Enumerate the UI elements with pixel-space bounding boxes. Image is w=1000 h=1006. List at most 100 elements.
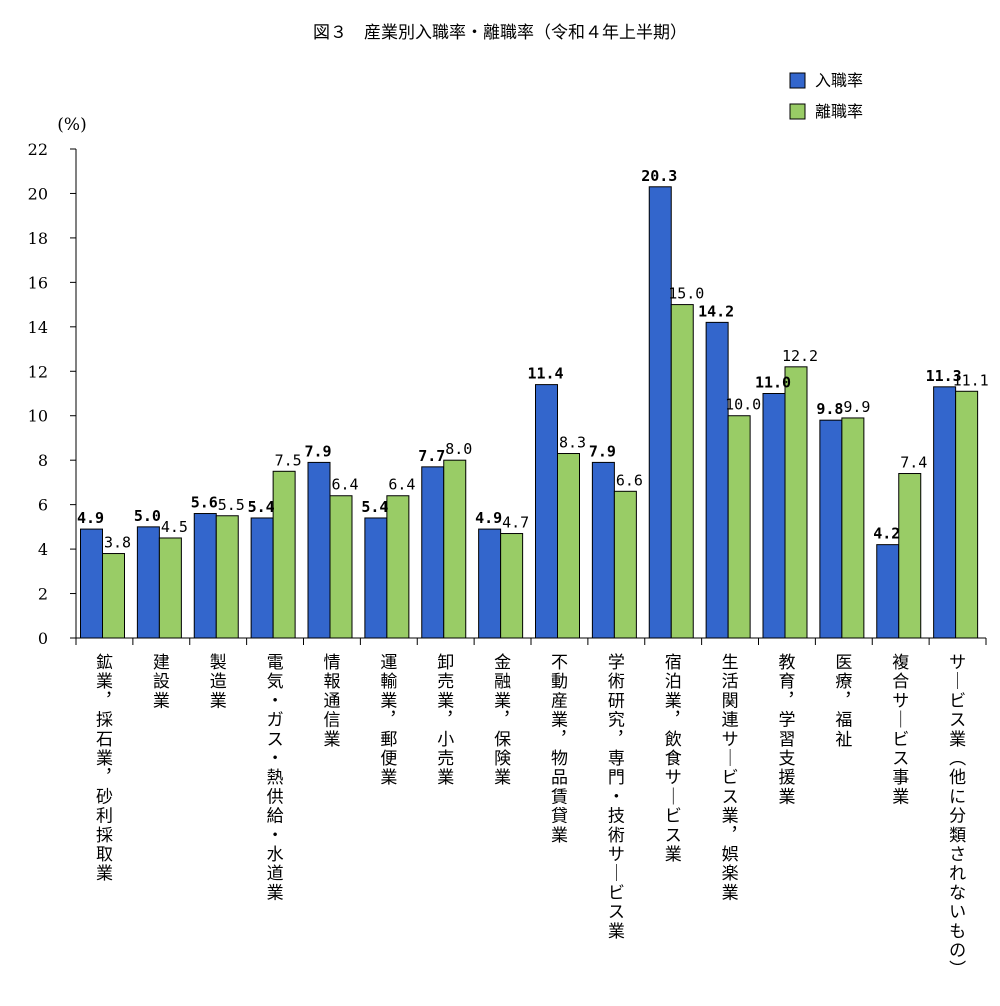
data-label-entry-rate: 4.9 xyxy=(475,509,502,527)
data-label-entry-rate: 7.9 xyxy=(589,442,616,460)
data-label-entry-rate: 11.4 xyxy=(527,365,563,383)
data-label-exit-rate: 3.8 xyxy=(104,534,131,552)
bar-exit-rate xyxy=(557,453,580,639)
x-category-label: 生活関連サ｜ビス業︐娯楽業 xyxy=(722,653,739,903)
x-category-label: 運輸業︐郵便業 xyxy=(380,653,397,788)
bar-exit-rate xyxy=(670,304,694,639)
x-category-label: 教育︐学習支援業 xyxy=(778,653,795,807)
x-category-text: 生活関連サ｜ビス業︐娯楽業 xyxy=(722,653,739,903)
data-label-exit-rate: 7.4 xyxy=(900,454,927,472)
x-category-label: 学術研究︐専門・技術サ｜ビス業 xyxy=(608,653,625,942)
y-tick-label: 16 xyxy=(28,273,48,292)
y-tick-label: 22 xyxy=(28,140,48,159)
data-label-entry-rate: 7.7 xyxy=(418,447,445,465)
bar-exit-rate xyxy=(613,490,637,639)
x-category-label: 複合サ｜ビス事業 xyxy=(892,653,909,807)
y-tick-label: 6 xyxy=(38,496,48,515)
data-label-entry-rate: 5.4 xyxy=(248,498,275,516)
bars xyxy=(80,186,979,639)
bar-entry-rate xyxy=(648,186,672,639)
data-label-exit-rate: 11.1 xyxy=(953,371,989,389)
data-label-exit-rate: 10.0 xyxy=(725,396,761,414)
data-label-entry-rate: 11.0 xyxy=(755,374,791,392)
data-label-entry-rate: 4.9 xyxy=(77,509,104,527)
data-label-entry-rate: 14.2 xyxy=(698,302,734,320)
data-label-entry-rate: 4.2 xyxy=(873,525,900,543)
y-tick-label: 14 xyxy=(28,318,48,337)
data-label-entry-rate: 20.3 xyxy=(641,167,677,185)
y-tick-label: 18 xyxy=(28,229,48,248)
bar-exit-rate xyxy=(500,533,524,639)
chart-title: 図３ 産業別入職率・離職率（令和４年上半期） xyxy=(313,23,687,43)
x-category-text: 情報通信業 xyxy=(323,653,340,750)
bar-entry-rate xyxy=(933,386,957,639)
data-label-entry-rate: 5.0 xyxy=(134,507,161,525)
x-category-text: 医療︐福祉 xyxy=(835,653,852,750)
x-category-text: 鉱業︐採石業︐砂利採取業 xyxy=(96,653,113,884)
x-category-text: 学術研究︐専門・技術サ｜ビス業 xyxy=(608,653,625,942)
bar-entry-rate xyxy=(307,461,331,639)
bar-entry-rate xyxy=(364,517,388,639)
bar-exit-rate xyxy=(784,366,808,639)
x-category-label: 電気・ガス・熱供給・水道業 xyxy=(267,653,284,903)
bar-exit-rate xyxy=(898,473,922,639)
x-category-label: 製造業 xyxy=(210,653,227,711)
legend-swatch-exit-rate xyxy=(789,103,806,120)
bar-entry-rate xyxy=(535,384,558,639)
x-category-text: 卸売業︐小売業 xyxy=(437,653,454,788)
x-category-text: 建設業 xyxy=(153,653,170,711)
data-label-exit-rate: 5.5 xyxy=(218,496,245,514)
data-label-exit-rate: 4.5 xyxy=(161,518,188,536)
x-category-label: 医療︐福祉 xyxy=(835,653,852,750)
legend-label-exit-rate: 離職率 xyxy=(815,102,863,121)
x-category-label: 金融業︐保険業 xyxy=(494,653,511,788)
x-category-text: サ｜ビス業︵他に分類されないもの︶ xyxy=(949,653,966,980)
bar-exit-rate xyxy=(841,417,865,639)
data-label-entry-rate: 11.3 xyxy=(926,367,962,385)
bar-entry-rate xyxy=(478,528,502,639)
bar-entry-rate xyxy=(705,321,729,639)
x-category-label: 宿泊業︐飲食サ｜ビス業 xyxy=(665,653,682,865)
y-tick-label: 4 xyxy=(38,540,48,559)
legend: 入職率 離職率 xyxy=(789,71,863,121)
x-category-label: 不動産業︐物品賃貸業 xyxy=(551,653,568,846)
bar-labels: 4.93.85.04.55.6 5.5 5.47.5 7.96.45.46.47.7 8… xyxy=(77,167,989,552)
bar-entry-rate xyxy=(193,513,217,639)
x-category-text: 複合サ｜ビス事業 xyxy=(892,653,909,807)
x-category-text: 電気・ガス・熱供給・水道業 xyxy=(267,653,284,903)
data-label-exit-rate: 6.4 xyxy=(388,476,415,494)
bar-exit-rate xyxy=(102,553,125,639)
x-category-text: 製造業 xyxy=(210,653,227,711)
bar-entry-rate xyxy=(819,419,843,639)
x-category-text: 金融業︐保険業 xyxy=(494,653,511,788)
bar-entry-rate xyxy=(250,517,274,639)
y-tick-label: 2 xyxy=(38,585,48,604)
y-tick-label: 12 xyxy=(28,362,48,381)
bar-exit-rate xyxy=(955,390,979,639)
bar-entry-rate xyxy=(136,526,160,639)
x-category-text: 不動産業︐物品賃貸業 xyxy=(551,653,568,846)
x-category-text: 教育︐学習支援業 xyxy=(778,653,795,807)
x-category-label: 鉱業︐採石業︐砂利採取業 xyxy=(96,653,113,884)
bar-exit-rate xyxy=(272,470,296,639)
data-label-exit-rate: 6.4 xyxy=(331,476,358,494)
bar-exit-rate xyxy=(386,495,410,639)
bar-exit-rate xyxy=(329,495,353,639)
bar-exit-rate xyxy=(158,537,182,639)
data-label-exit-rate: 8.3 xyxy=(559,434,586,452)
bar-exit-rate xyxy=(727,415,751,639)
data-label-exit-rate: 4.7 xyxy=(502,514,529,532)
data-label-entry-rate: 9.8 xyxy=(816,400,843,418)
data-label-entry-rate: 5.6 xyxy=(191,494,218,512)
y-axis: 0 2 4 6 8 10 12 14 16 18 20 22 xyxy=(28,140,77,648)
data-label-exit-rate: 8.0 xyxy=(445,440,472,458)
bar-entry-rate xyxy=(591,461,615,639)
data-label-exit-rate: 7.5 xyxy=(275,451,302,469)
bar-entry-rate xyxy=(762,393,786,639)
x-labels: 鉱業︐採石業︐砂利採取業 建設業 製造業 電気・ガス・熱供給・水道業 情報通信業 運輸業︐… xyxy=(96,653,966,980)
data-label-exit-rate: 9.9 xyxy=(843,398,870,416)
bar-exit-rate xyxy=(443,459,467,639)
legend-swatch-entry-rate xyxy=(789,72,806,89)
x-category-label: サ｜ビス業︵他に分類されないもの︶ xyxy=(949,653,966,980)
